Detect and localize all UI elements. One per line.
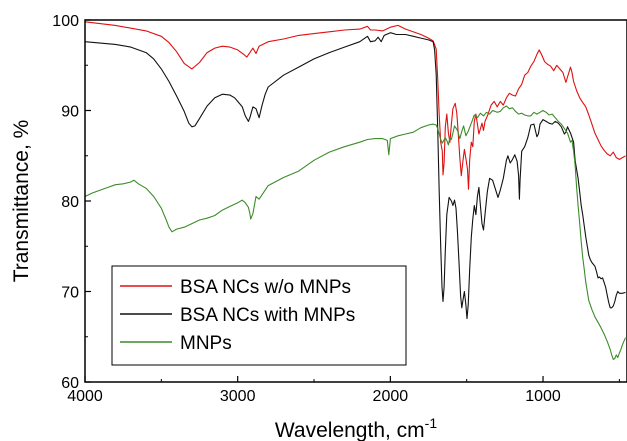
y-tick-label: 80 — [61, 194, 79, 211]
series-line-1 — [84, 21, 626, 190]
legend-label-1: BSA NCs w/o MNPs — [180, 277, 351, 298]
series-line-3 — [84, 105, 627, 360]
x-axis-title-text: Wavelength, cm — [275, 419, 425, 441]
x-tick-label: 1000 — [525, 388, 561, 405]
x-tick-label: 3000 — [220, 388, 256, 405]
legend: BSA NCs w/o MNPs BSA NCs with MNPs MNPs — [111, 265, 407, 366]
y-axis-title: Transmittance, % — [10, 120, 33, 283]
legend-label-2: BSA NCs with MNPs — [180, 305, 355, 326]
x-axis-title-superscript: -1 — [425, 415, 438, 431]
series-layer — [84, 21, 627, 360]
x-tick-label: 4000 — [67, 388, 103, 405]
series-line-2 — [84, 32, 626, 320]
y-tick-label: 60 — [61, 375, 79, 392]
y-tick-label: 90 — [61, 104, 79, 121]
axis-ticks: 4000 3000 2000 1000 60 70 80 90 100 — [52, 13, 620, 405]
legend-label-3: MNPs — [180, 333, 232, 354]
x-axis-title: Wavelength, cm-1 — [275, 415, 437, 441]
x-tick-label: 2000 — [373, 388, 409, 405]
legend-box — [111, 265, 407, 366]
y-tick-label: 100 — [52, 13, 79, 30]
y-tick-label: 70 — [61, 285, 79, 302]
